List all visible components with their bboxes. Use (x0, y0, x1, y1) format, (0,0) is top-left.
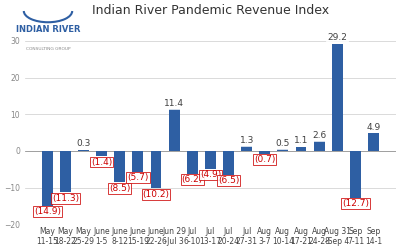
Bar (78, 150, 89, 151)
Text: 1.1: 1.1 (294, 136, 308, 145)
Text: 0.5: 0.5 (276, 139, 290, 148)
Bar (151, 151, 162, 188)
Text: (4.9): (4.9) (200, 170, 221, 179)
Text: 4.9: 4.9 (366, 122, 381, 132)
Bar (169, 109, 180, 151)
Text: (12.7): (12.7) (342, 199, 369, 208)
Text: (0.7): (0.7) (254, 155, 276, 164)
Bar (132, 151, 143, 172)
Text: (14.9): (14.9) (34, 207, 61, 216)
Bar (314, 142, 325, 151)
Text: 29.2: 29.2 (327, 33, 347, 42)
Text: (11.3): (11.3) (52, 194, 79, 203)
Bar (332, 44, 343, 151)
Bar (368, 133, 379, 151)
Bar (60, 151, 71, 192)
Bar (241, 146, 252, 151)
Text: 11.4: 11.4 (164, 99, 184, 108)
Bar (96, 151, 107, 156)
Text: (1.4): (1.4) (91, 158, 112, 166)
Bar (205, 151, 216, 169)
Bar (296, 147, 306, 151)
Text: (5.7): (5.7) (127, 173, 149, 182)
Bar (42, 151, 53, 206)
Text: 0.3: 0.3 (76, 140, 91, 148)
Text: (6.5): (6.5) (218, 176, 239, 185)
Text: INDIAN RIVER: INDIAN RIVER (16, 24, 80, 34)
Bar (259, 151, 270, 154)
Bar (223, 151, 234, 175)
Bar (187, 151, 198, 174)
Text: (10.2): (10.2) (142, 190, 170, 199)
Text: 2.6: 2.6 (312, 131, 326, 140)
Text: CONSULTING GROUP: CONSULTING GROUP (26, 46, 70, 50)
Bar (278, 149, 288, 151)
Text: (6.2): (6.2) (182, 175, 203, 184)
Bar (114, 151, 125, 182)
Text: (8.5): (8.5) (109, 184, 130, 192)
Title: Indian River Pandemic Revenue Index: Indian River Pandemic Revenue Index (92, 4, 329, 17)
Text: 1.3: 1.3 (240, 136, 254, 145)
Bar (350, 151, 361, 198)
